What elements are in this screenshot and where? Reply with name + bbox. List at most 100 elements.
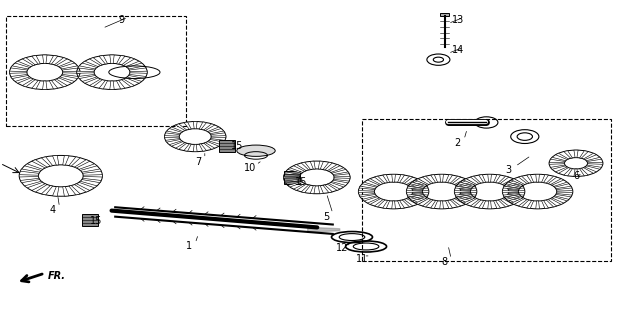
Text: 10: 10 [243,163,256,173]
Polygon shape [63,71,80,73]
Polygon shape [362,196,378,201]
Polygon shape [412,193,428,197]
Polygon shape [547,176,557,184]
Polygon shape [470,199,481,207]
Polygon shape [556,167,568,173]
Text: 1: 1 [186,241,192,252]
Polygon shape [333,172,349,176]
Polygon shape [506,182,521,187]
Polygon shape [445,175,452,182]
Polygon shape [392,201,396,209]
Polygon shape [413,191,429,192]
Polygon shape [129,74,146,78]
Text: 13: 13 [451,15,464,25]
Polygon shape [54,58,67,65]
Polygon shape [169,141,183,146]
Polygon shape [556,153,568,160]
Polygon shape [564,168,572,176]
Polygon shape [284,179,301,183]
Polygon shape [358,191,374,192]
Polygon shape [422,176,433,184]
Polygon shape [556,193,572,197]
Polygon shape [397,175,404,182]
Polygon shape [116,80,125,89]
Polygon shape [407,193,423,197]
Polygon shape [458,182,474,187]
Polygon shape [79,164,97,171]
Polygon shape [69,157,80,166]
Polygon shape [422,199,433,207]
Polygon shape [440,201,444,209]
Polygon shape [318,161,323,169]
Polygon shape [32,80,40,89]
Polygon shape [392,174,396,182]
Polygon shape [554,182,569,187]
Polygon shape [580,151,588,158]
Polygon shape [32,56,40,64]
Polygon shape [22,58,35,65]
Polygon shape [52,187,59,196]
Polygon shape [77,71,94,73]
Polygon shape [508,186,524,190]
Polygon shape [74,184,90,192]
Polygon shape [193,144,197,152]
Polygon shape [458,196,473,201]
Polygon shape [83,175,102,177]
Polygon shape [327,165,340,171]
Polygon shape [78,74,95,78]
Polygon shape [175,143,187,149]
Text: 6: 6 [573,171,579,181]
Polygon shape [451,176,461,184]
Polygon shape [383,175,390,182]
Polygon shape [431,175,438,182]
Polygon shape [550,198,564,204]
Polygon shape [383,201,390,208]
Polygon shape [69,186,80,195]
Polygon shape [193,122,197,129]
Text: 2: 2 [454,138,461,148]
Polygon shape [550,165,566,169]
Polygon shape [323,185,332,192]
Polygon shape [79,181,97,188]
Polygon shape [32,160,47,168]
Polygon shape [323,162,332,170]
Polygon shape [415,179,429,185]
Polygon shape [32,184,47,192]
Polygon shape [61,66,79,70]
Polygon shape [110,81,114,89]
Polygon shape [83,77,98,83]
Text: 15: 15 [294,177,307,187]
Polygon shape [506,196,522,201]
Text: 11: 11 [355,254,368,264]
Polygon shape [184,122,191,129]
Polygon shape [470,176,481,184]
Polygon shape [455,186,471,190]
Text: 4: 4 [50,205,56,215]
Polygon shape [19,175,38,177]
Polygon shape [82,169,101,173]
Polygon shape [327,183,340,190]
Polygon shape [479,175,486,182]
Polygon shape [362,182,378,187]
Polygon shape [460,186,476,190]
Polygon shape [59,77,74,83]
Polygon shape [207,127,221,133]
Polygon shape [460,193,476,197]
Polygon shape [556,186,572,190]
Polygon shape [331,168,346,173]
Polygon shape [574,169,578,176]
Polygon shape [204,124,215,131]
Polygon shape [511,198,525,204]
Polygon shape [410,182,425,187]
Polygon shape [407,186,423,190]
Polygon shape [488,174,492,182]
Polygon shape [99,80,108,89]
Polygon shape [493,201,500,208]
Polygon shape [454,198,468,204]
Polygon shape [288,168,303,173]
Text: FR.: FR. [48,271,66,281]
Polygon shape [458,196,474,201]
Polygon shape [210,131,225,135]
Polygon shape [288,181,303,187]
Polygon shape [374,199,385,207]
